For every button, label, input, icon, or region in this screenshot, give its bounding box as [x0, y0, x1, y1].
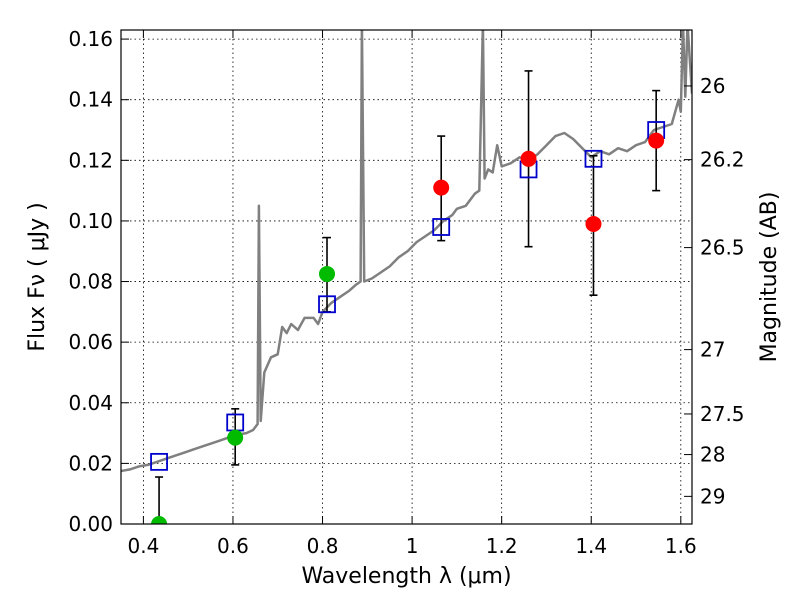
model-photometry-square [150, 452, 168, 471]
y-tick-label: 0.14 [68, 88, 113, 112]
y-tick-label: 0.10 [68, 209, 113, 233]
observed-point [151, 516, 168, 524]
right-tick-label: 27.5 [700, 402, 745, 426]
model-spectrum-layer [121, 30, 692, 473]
right-tick-label: 26.5 [700, 236, 745, 260]
observed-point [520, 150, 537, 167]
observed-point [319, 265, 336, 282]
model-photometry-layer [150, 121, 666, 471]
x-tick-label: 1.6 [665, 534, 697, 558]
x-tick-label: 1 [406, 534, 419, 558]
y-tick-label: 0.08 [68, 270, 113, 294]
x-axis-label: Wavelength λ (μm) [301, 564, 511, 589]
x-tick-label: 1.4 [575, 534, 607, 558]
model-photometry-square [318, 295, 336, 314]
y-tick-label: 0.06 [68, 330, 113, 354]
x-tick-label: 0.8 [307, 534, 339, 558]
y-tick-label: 0.00 [68, 512, 113, 536]
right-tick-label: 29 [700, 484, 725, 508]
x-tick-label: 0.4 [127, 534, 159, 558]
axis-ticks: 0.4 0.6 0.8 1 1.2 1.4 1.6 0.00 0.02 0.04 0.06 0.08 0… [68, 27, 744, 558]
model-spectrum-line [121, 30, 692, 473]
observed-photometry-layer [151, 132, 665, 524]
observed-point [648, 132, 665, 149]
y-axis-label: Flux Fν ( μJy ) [25, 202, 50, 351]
x-tick-label: 1.2 [486, 534, 518, 558]
model-photometry-square [432, 218, 451, 236]
right-axis-label: Magnitude (AB) [757, 192, 782, 363]
plot-frame [120, 29, 693, 525]
right-tick-label: 26.2 [700, 148, 745, 172]
right-tick-label: 27 [700, 338, 725, 362]
y-tick-label: 0.02 [68, 451, 113, 475]
y-tick-label: 0.12 [68, 148, 113, 172]
observed-point [227, 429, 244, 446]
y-tick-label: 0.04 [68, 391, 113, 415]
model-photometry-square [584, 149, 603, 168]
observed-point [433, 179, 450, 196]
right-tick-label: 26 [700, 74, 725, 98]
grid-lines [121, 30, 692, 525]
observed-point [585, 215, 602, 232]
error-bars-layer [155, 70, 661, 524]
x-tick-label: 0.6 [217, 534, 249, 558]
right-tick-label: 28 [700, 443, 725, 467]
y-tick-label: 0.16 [68, 27, 113, 51]
